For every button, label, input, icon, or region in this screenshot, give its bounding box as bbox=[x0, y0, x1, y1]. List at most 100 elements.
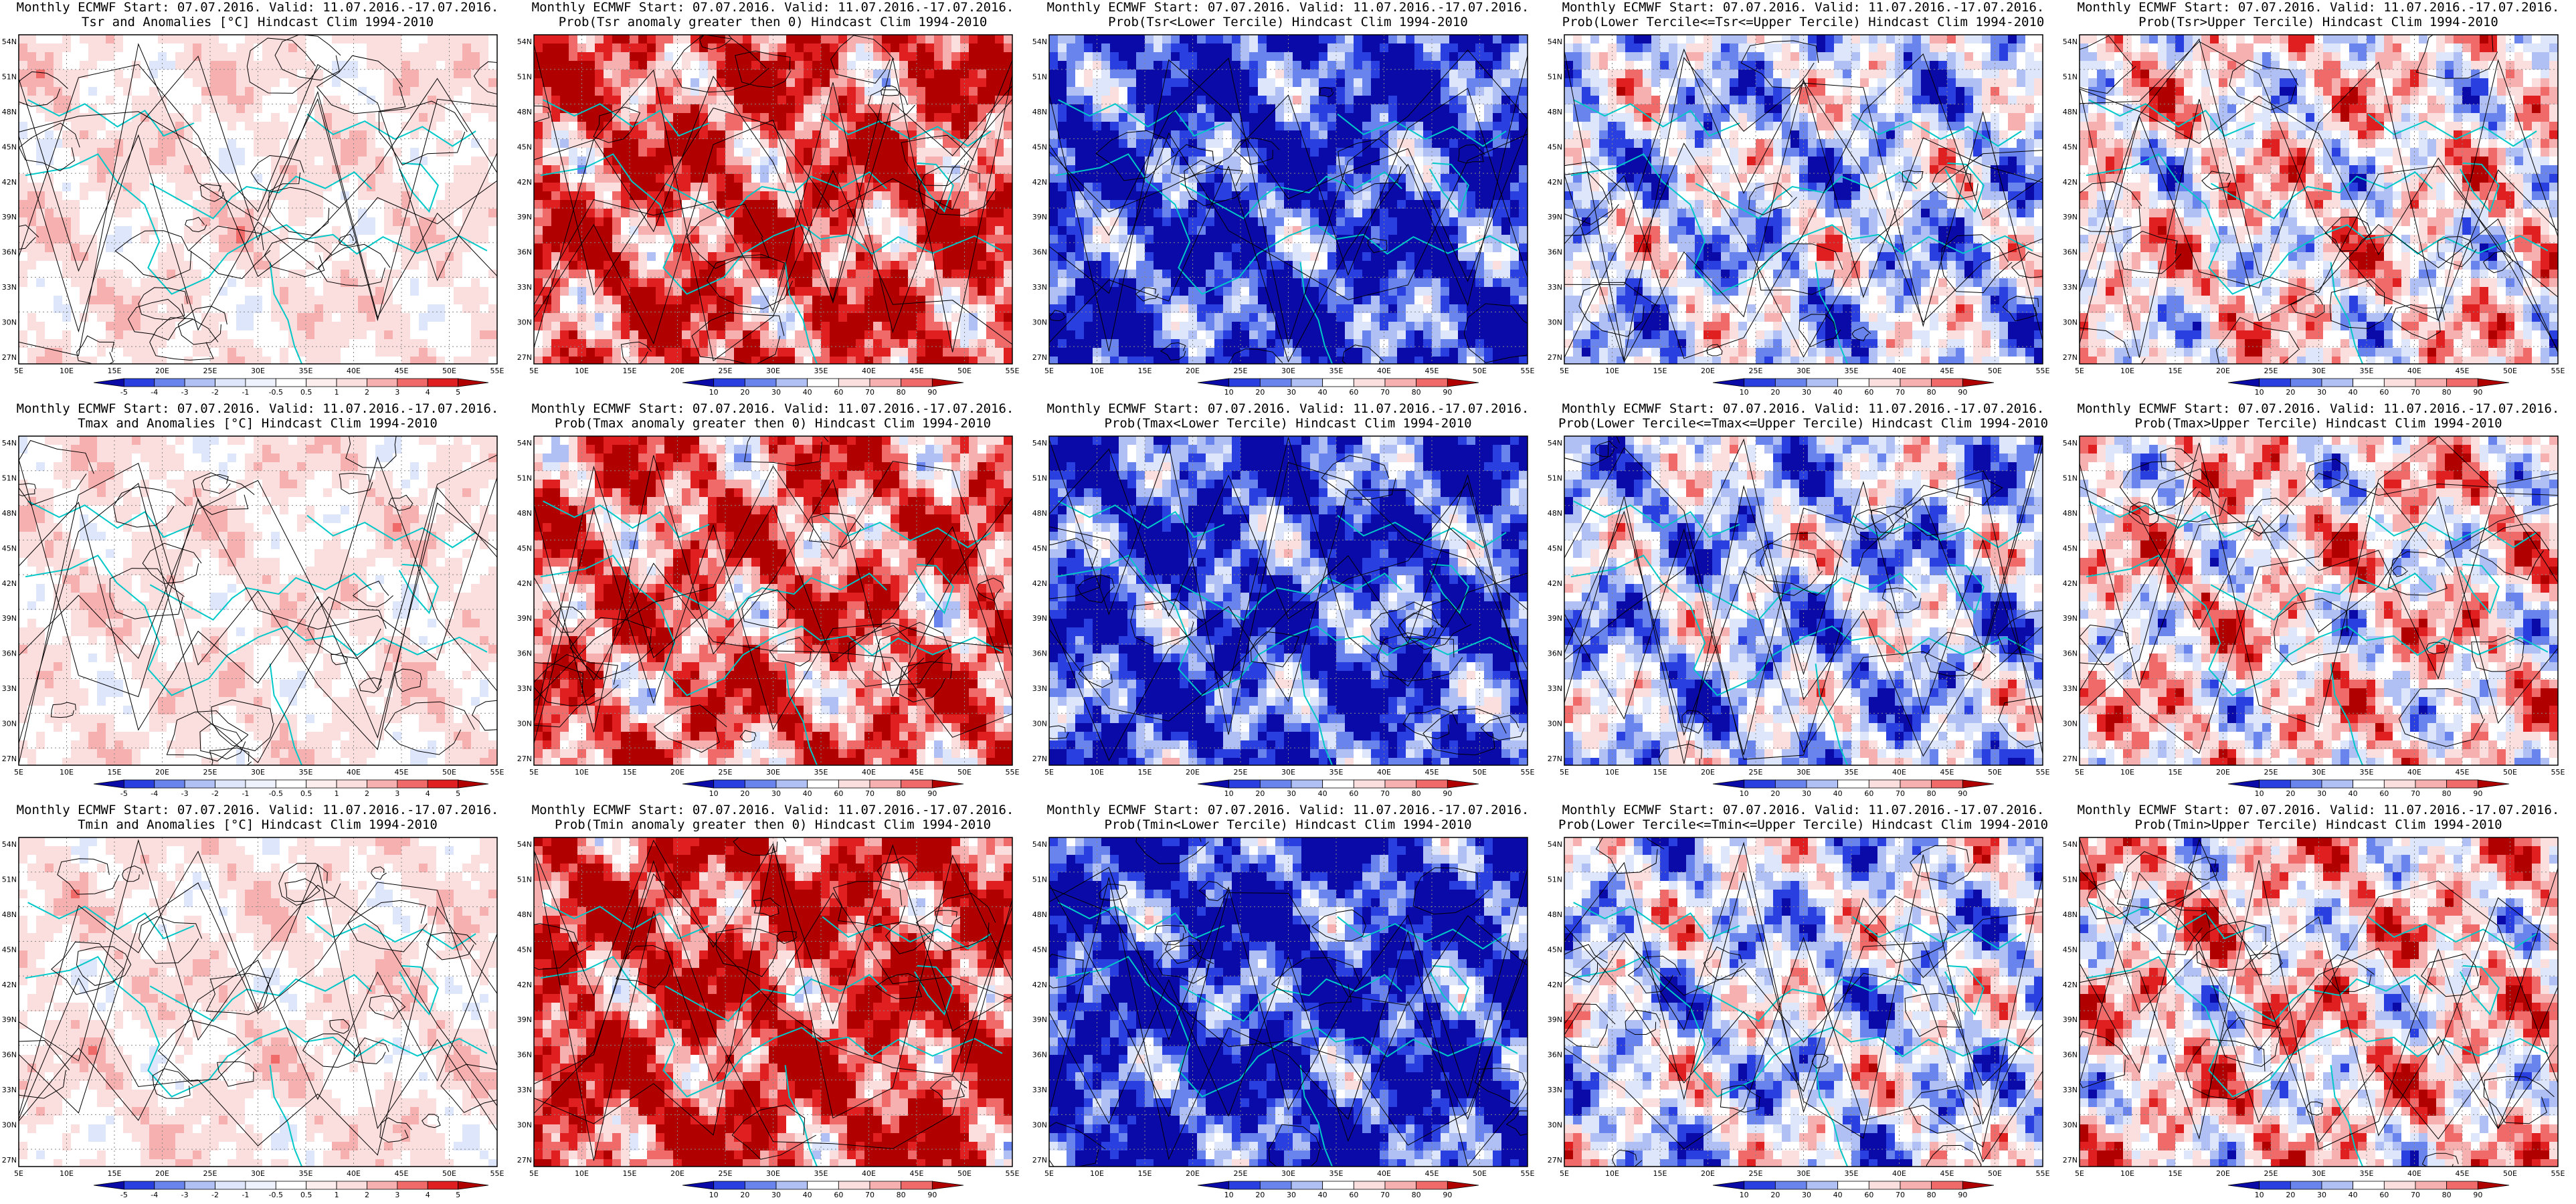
colorbar-box bbox=[775, 1181, 808, 1190]
colorbar-box bbox=[1228, 1181, 1261, 1190]
lon-tick-label: 20E bbox=[670, 1169, 684, 1178]
coastlines bbox=[1055, 99, 1518, 364]
colorbar-box bbox=[901, 378, 933, 387]
colorbar: -5 -4 -3 -2 -1 -0.5 0.5 1 2 3 4 5 bbox=[93, 1181, 489, 1199]
colorbar-label: 10 bbox=[2255, 1191, 2264, 1199]
lat-tick-label: 48N bbox=[1548, 910, 1562, 919]
forecast-panel: Monthly ECMWF Start: 07.07.2016. Valid: … bbox=[0, 401, 515, 803]
lon-tick-label: 55E bbox=[1006, 1169, 1020, 1178]
lon-tick-label: 55E bbox=[2036, 1169, 2050, 1178]
lon-tick-label: 40E bbox=[1377, 768, 1391, 777]
lat-tick-label: 51N bbox=[2, 875, 17, 884]
panel-title-line1: Monthly ECMWF Start: 07.07.2016. Valid: … bbox=[515, 803, 1030, 817]
lat-tick-label: 51N bbox=[517, 474, 532, 482]
lon-tick-label: 20E bbox=[1186, 1169, 1200, 1178]
lon-tick-label: 40E bbox=[2407, 1169, 2421, 1178]
colorbar: 10 20 30 40 60 70 80 90 bbox=[682, 779, 964, 798]
lon-tick-label: 10E bbox=[2120, 1169, 2134, 1178]
colorbar-box bbox=[275, 378, 307, 387]
colorbar-box bbox=[397, 378, 428, 387]
lon-tick-label: 15E bbox=[108, 367, 122, 375]
colorbar-label: 40 bbox=[2349, 789, 2358, 798]
colorbar-label: 30 bbox=[1802, 1191, 1811, 1199]
lat-tick-label: 39N bbox=[1032, 213, 1047, 221]
colorbar-label: 80 bbox=[1927, 1191, 1936, 1199]
lon-tick-label: 5E bbox=[1560, 1169, 1569, 1178]
colorbar-box bbox=[427, 378, 459, 387]
colorbar-box bbox=[2290, 1181, 2322, 1190]
colorbar-arrow bbox=[1712, 1181, 1745, 1190]
lat-tick-label: 36N bbox=[2063, 248, 2078, 257]
colorbar: 10 20 30 40 60 70 80 90 bbox=[2227, 378, 2510, 397]
colorbar-label: 70 bbox=[865, 1191, 875, 1199]
colorbar-label: 90 bbox=[927, 388, 937, 397]
lon-tick-label: 15E bbox=[1653, 768, 1667, 777]
lon-tick-label: 10E bbox=[575, 1169, 589, 1178]
colorbar-label: 0.5 bbox=[300, 789, 312, 798]
lat-tick-label: 39N bbox=[1548, 614, 1562, 623]
coastlines bbox=[1055, 902, 1518, 1167]
colorbar-label: 90 bbox=[1443, 388, 1452, 397]
colorbar: 10 20 30 40 60 70 80 90 bbox=[2227, 779, 2510, 798]
lat-tick-label: 45N bbox=[517, 945, 532, 954]
lon-tick-label: 5E bbox=[529, 367, 539, 375]
lat-tick-label: 45N bbox=[1548, 544, 1562, 553]
colorbar-label: 60 bbox=[834, 388, 843, 397]
colorbar: 10 20 30 40 60 70 80 90 bbox=[682, 378, 964, 397]
lon-tick-label: 45E bbox=[395, 1169, 409, 1178]
lon-tick-label: 50E bbox=[1473, 367, 1487, 375]
colorbar-label: 80 bbox=[897, 1191, 906, 1199]
colorbar-label: 10 bbox=[1224, 789, 1234, 798]
lat-tick-label: 51N bbox=[1032, 72, 1047, 81]
colorbar-box bbox=[2353, 779, 2385, 789]
panel-title-line1: Monthly ECMWF Start: 07.07.2016. Valid: … bbox=[2061, 0, 2576, 15]
colorbar-box bbox=[1900, 378, 1932, 387]
lat-tick-label: 45N bbox=[1032, 142, 1047, 151]
colorbar-label: 10 bbox=[709, 789, 719, 798]
colorbar-box bbox=[2415, 779, 2448, 789]
colorbar-label: 40 bbox=[1833, 1191, 1843, 1199]
lon-tick-label: 35E bbox=[1845, 367, 1859, 375]
lat-tick-label: 36N bbox=[2, 649, 17, 658]
colorbar-label: 20 bbox=[740, 1191, 749, 1199]
panel-title-line2: Prob(Lower Tercile<=Tsr<=Upper Tercile) … bbox=[1546, 15, 2061, 29]
colorbar-label: 30 bbox=[1802, 388, 1811, 397]
lon-tick-label: 35E bbox=[1329, 367, 1344, 375]
lat-tick-label: 33N bbox=[1032, 283, 1047, 292]
colorbar-box bbox=[1837, 779, 1869, 789]
panel-title-line1: Monthly ECMWF Start: 07.07.2016. Valid: … bbox=[1030, 803, 1546, 817]
colorbar-box bbox=[123, 779, 155, 789]
colorbar-arrow bbox=[458, 779, 489, 789]
lon-tick-label: 20E bbox=[155, 1169, 169, 1178]
colorbar-label: -2 bbox=[211, 388, 219, 397]
colorbar-box bbox=[2259, 378, 2291, 387]
colorbar-label: 20 bbox=[1255, 388, 1265, 397]
lat-tick-label: 33N bbox=[2063, 684, 2078, 693]
lon-tick-label: 25E bbox=[719, 1169, 733, 1178]
colorbar-label: 40 bbox=[1318, 388, 1327, 397]
forecast-panel: Monthly ECMWF Start: 07.07.2016. Valid: … bbox=[1546, 0, 2061, 401]
lon-tick-label: 40E bbox=[1377, 1169, 1391, 1178]
panel-title-line2: Prob(Tmin>Upper Tercile) Hindcast Clim 1… bbox=[2061, 817, 2576, 832]
lon-tick-label: 45E bbox=[1425, 1169, 1439, 1178]
colorbar-box bbox=[744, 378, 777, 387]
panel-title-line1: Monthly ECMWF Start: 07.07.2016. Valid: … bbox=[2061, 401, 2576, 416]
colorbar-box bbox=[869, 378, 902, 387]
colorbar-box bbox=[807, 1181, 839, 1190]
lon-tick-label: 25E bbox=[719, 367, 733, 375]
colorbar-label: 40 bbox=[803, 1191, 812, 1199]
lat-tick-label: 42N bbox=[1548, 579, 1562, 588]
coastlines bbox=[1570, 902, 2033, 1167]
lat-tick-label: 48N bbox=[1548, 108, 1562, 116]
colorbar-arrow bbox=[1447, 779, 1479, 789]
panel-title: Monthly ECMWF Start: 07.07.2016. Valid: … bbox=[1030, 0, 1546, 31]
colorbar-label: 80 bbox=[2442, 789, 2452, 798]
lon-tick-label: 5E bbox=[529, 1169, 539, 1178]
colorbar-label: 4 bbox=[426, 789, 430, 798]
panel-title-line1: Monthly ECMWF Start: 07.07.2016. Valid: … bbox=[1030, 401, 1546, 416]
lon-tick-label: 25E bbox=[203, 768, 217, 777]
